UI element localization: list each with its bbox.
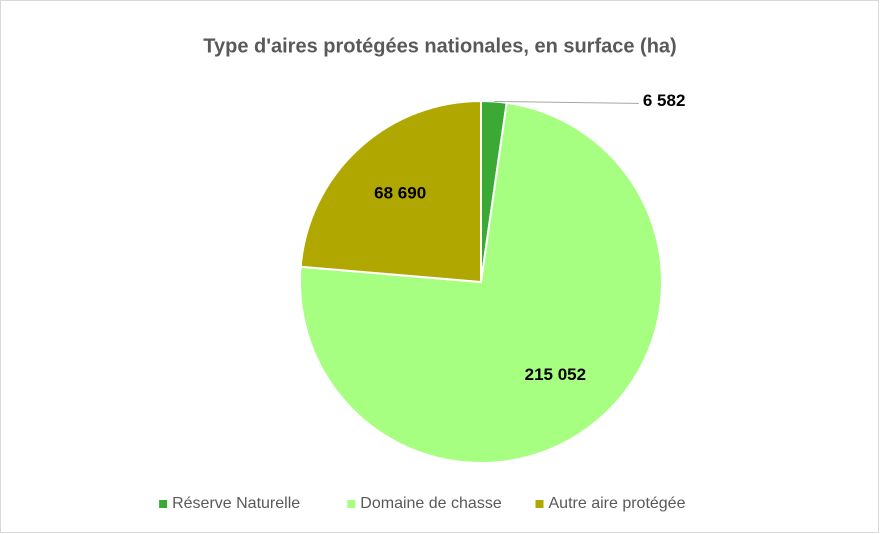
legend-marker — [159, 500, 168, 508]
pie-slice — [299, 99, 482, 284]
data-label: 215 052 — [525, 365, 586, 384]
data-label: 68 690 — [374, 184, 426, 203]
legend-marker — [535, 500, 544, 508]
leader-line — [493, 100, 639, 104]
chart-title: Type d'aires protégées nationales, en su… — [203, 35, 676, 57]
legend-label: Autre aire protégée — [549, 495, 686, 512]
data-label: 6 582 — [643, 91, 686, 110]
legend-label: Réserve Naturelle — [172, 495, 300, 512]
legend-marker — [347, 500, 356, 508]
legend-label: Domaine de chasse — [360, 495, 502, 512]
